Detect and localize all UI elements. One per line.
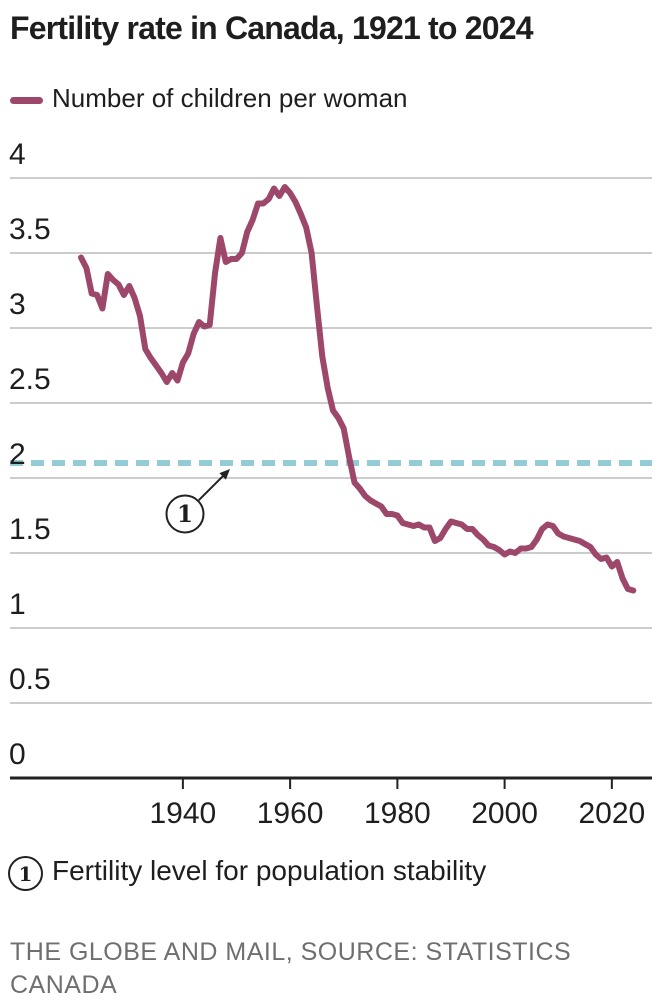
annotation-arrowhead-icon (219, 469, 230, 480)
y-axis-label-4: 4 (9, 138, 26, 171)
gridlines (10, 177, 652, 780)
legend-line-swatch-icon (10, 97, 43, 104)
annotation-number: 1 (177, 501, 193, 528)
x-axis-label-2000: 2000 (471, 797, 538, 830)
y-axis-label-0-5: 0.5 (9, 663, 51, 696)
legend-label: Number of children per woman (52, 83, 408, 113)
annotation-arrow-line (198, 474, 225, 501)
y-axis-label-3: 3 (9, 288, 26, 321)
x-axis-label-1940: 1940 (149, 797, 217, 830)
x-axis-label-2020: 2020 (578, 797, 646, 830)
y-axis-label-1: 1 (9, 588, 26, 621)
footnote-circle-icon: 1 (8, 856, 43, 891)
annotation-callout: 1 (165, 469, 230, 534)
footnote-number: 1 (18, 861, 33, 886)
y-axis-label-2-5: 2.5 (9, 363, 51, 396)
x-axis-label-1960: 1960 (256, 797, 324, 830)
x-axis-ticks (181, 779, 613, 789)
annotation-circle-icon (165, 494, 205, 534)
y-axis-label-3-5: 3.5 (9, 213, 51, 246)
fertility-rate-line (78, 184, 637, 594)
chart-title: Fertility rate in Canada, 1921 to 2024 (10, 10, 534, 46)
source-credit: THE GLOBE AND MAIL, SOURCE: STATISTICS C… (10, 938, 572, 999)
y-axis-label-2: 2 (9, 438, 26, 471)
y-axis-label-1-5: 1.5 (9, 513, 51, 546)
footnote-text: Fertility level for population stability (52, 855, 487, 886)
y-axis-label-0: 0 (9, 738, 26, 771)
x-axis-label-1980: 1980 (363, 797, 431, 830)
